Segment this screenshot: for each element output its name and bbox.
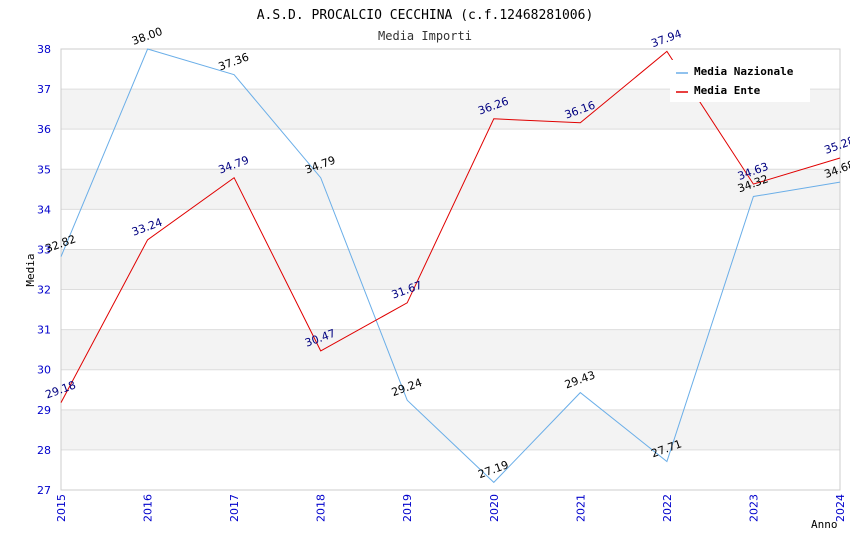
x-tick-label: 2016 (142, 494, 155, 522)
legend-label-nazionale: Media Nazionale (694, 65, 794, 78)
x-tick-label: 2023 (747, 494, 760, 522)
series-line-nazionale (60, 48, 841, 484)
series-line-ente (60, 50, 841, 403)
x-tick-label: 2020 (488, 494, 501, 522)
grid-band (61, 169, 840, 210)
data-label-ente: 33.24 (130, 216, 164, 239)
x-tick-label: 2019 (401, 494, 414, 522)
y-tick-label: 33 (37, 243, 51, 256)
y-tick-label: 29 (37, 404, 51, 417)
x-axis: 2015 2016 2017 2018 2019 2020 2021 2022 2023 2024 (55, 494, 847, 522)
data-label-nazionale: 37.36 (217, 50, 251, 73)
data-label-ente: 37.94 (649, 27, 683, 50)
legend: Media Nazionale Media Ente (670, 60, 810, 102)
data-label-ente: 35.28 (823, 134, 850, 157)
y-tick-label: 37 (37, 83, 51, 96)
x-tick-label: 2022 (661, 494, 674, 522)
legend-box (670, 60, 810, 102)
y-tick-label: 38 (37, 43, 51, 56)
x-axis-label: Anno (811, 518, 838, 531)
data-label-nazionale: 38.00 (130, 25, 164, 48)
grid-band (61, 249, 840, 290)
x-tick-label: 2024 (834, 494, 847, 522)
x-tick-label: 2018 (315, 494, 328, 522)
y-tick-label: 34 (37, 203, 51, 216)
data-label-nazionale: 29.24 (390, 376, 424, 399)
y-tick-label: 36 (37, 123, 51, 136)
grid-bands (61, 89, 840, 450)
y-tick-label: 35 (37, 163, 51, 176)
series-lines (60, 48, 841, 484)
y-tick-label: 27 (37, 484, 51, 497)
x-tick-label: 2021 (574, 494, 587, 522)
y-axis-label: Media (24, 253, 37, 286)
y-tick-label: 30 (37, 364, 51, 377)
chart-subtitle: Media Importi (378, 29, 472, 43)
grid-band (61, 329, 840, 370)
x-tick-label: 2015 (55, 494, 68, 522)
x-tick-label: 2017 (228, 494, 241, 522)
y-axis: 27 28 29 30 31 32 33 34 35 36 37 38 (37, 43, 51, 497)
data-label-nazionale: 34.68 (823, 158, 850, 181)
data-label-nazionale: 29.43 (563, 368, 597, 391)
chart-title: A.S.D. PROCALCIO CECCHINA (c.f.124682810… (257, 8, 594, 23)
data-label-nazionale: 27.19 (476, 458, 510, 481)
grid-band (61, 409, 840, 450)
plot-area (60, 48, 841, 491)
y-tick-label: 28 (37, 444, 51, 457)
y-tick-label: 31 (37, 324, 51, 337)
y-tick-label: 32 (37, 284, 51, 297)
legend-label-ente: Media Ente (694, 84, 761, 97)
